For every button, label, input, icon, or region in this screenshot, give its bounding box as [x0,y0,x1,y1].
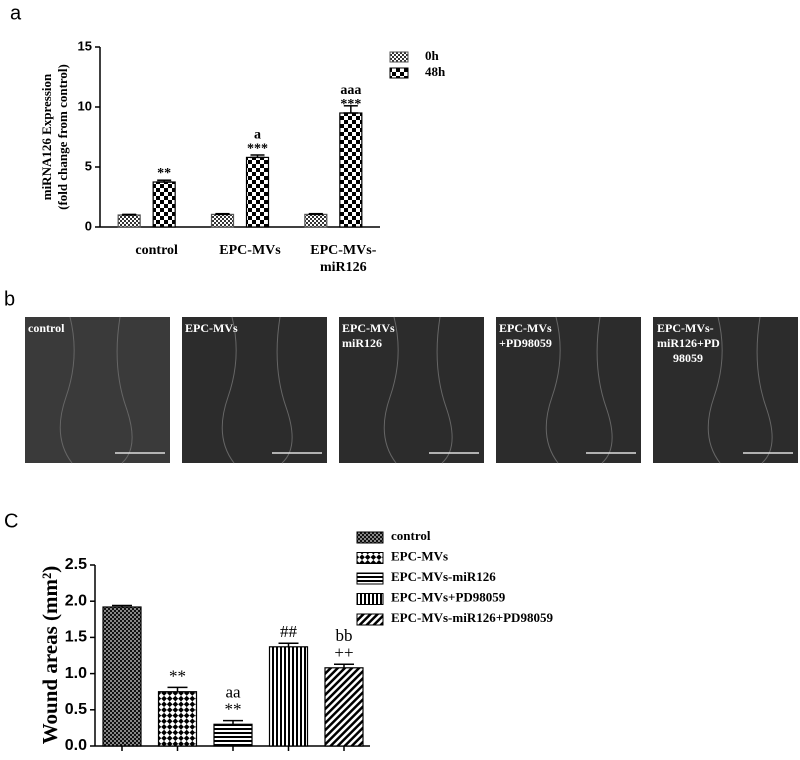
x-tick-label: EPC-MVs- [310,243,376,258]
panel-label: C [4,510,18,532]
wound-edge [707,316,723,464]
y-axis-label: Wound areas (mm²) [38,566,62,745]
wound-edge [436,316,453,464]
wound-edge [276,316,293,464]
legend-label: control [391,528,431,543]
significance-label: ++ [334,643,353,662]
y-axis-label-line: (fold change from control) [55,64,70,210]
wound-edge [116,316,133,464]
bar [210,213,235,228]
bar [324,667,364,747]
y-axis-label: miRNA126 Expression(fold change from con… [39,64,70,210]
micrograph-label: control [28,321,65,335]
micrograph [653,317,798,463]
bar [157,691,198,747]
significance-label: ## [280,622,298,641]
y-tick-label: 1.0 [65,665,87,682]
legend-swatch [389,67,409,79]
legend-swatch [356,613,384,626]
legend-label: EPC-MVs+PD98059 [391,589,506,604]
micrograph-label: miR126+PD [657,336,720,350]
bar [117,214,141,228]
y-tick-label: 15 [78,38,92,53]
bar [268,646,309,747]
wound-edge [756,316,773,464]
significance-label: ** [157,166,171,181]
y-tick-label: 2.0 [65,592,87,609]
bar [304,213,328,228]
y-tick-label: 0.5 [65,701,87,718]
panel-label: a [10,2,22,24]
significance-label: *** [340,97,361,112]
wound-edge [596,316,613,464]
wound-edge [545,316,561,464]
legend-swatch [356,593,384,605]
legend-swatch [356,552,384,564]
bar [245,156,270,228]
x-tick-label: miR126 [320,260,367,275]
micrograph-label: EPC-MVs [499,321,552,335]
y-tick-label: 1.5 [65,629,87,646]
micrograph [496,317,641,463]
wound-edge [221,316,237,464]
micrograph [182,317,327,463]
y-tick-label: 2.5 [65,556,87,573]
panel-label: b [4,288,15,310]
y-tick-label: 0.0 [65,737,87,754]
legend-label: EPC-MVs-miR126+PD98059 [391,610,553,625]
y-tick-label: 5 [85,158,92,173]
significance-label: a [254,128,261,143]
y-tick-label: 0 [85,218,92,233]
legend-swatch [389,51,409,63]
bar [152,181,176,228]
significance-label: ** [225,700,242,719]
significance-label: ** [169,666,186,685]
bar [102,606,142,747]
micrograph-label: EPC-MVs [342,321,395,335]
micrograph-label: miR126 [342,336,382,350]
micrograph [25,317,170,463]
significance-label: bb [336,626,353,645]
legend-swatch [356,572,384,585]
legend-label: 0h [425,48,440,63]
micrograph-label: 98059 [673,351,703,365]
legend-label: 48h [425,64,446,79]
micrograph-label: EPC-MVs- [657,321,714,335]
legend-swatch [356,531,384,544]
bar [339,112,363,228]
wound-edge [383,316,399,464]
significance-label: aaa [340,83,361,98]
legend-label: EPC-MVs-miR126 [391,569,496,584]
micrograph-label: EPC-MVs [185,321,238,335]
micrograph-label: +PD98059 [499,336,552,350]
y-axis-label-line: miRNA126 Expression [39,73,54,200]
micrograph [339,317,484,463]
x-tick-label: control [135,243,178,258]
bar [213,723,253,747]
legend-label: EPC-MVs [391,548,448,563]
wound-edge [59,316,75,464]
x-tick-label: EPC-MVs [219,243,281,258]
significance-label: *** [247,142,268,157]
y-tick-label: 10 [78,98,92,113]
significance-label: aa [225,683,241,702]
